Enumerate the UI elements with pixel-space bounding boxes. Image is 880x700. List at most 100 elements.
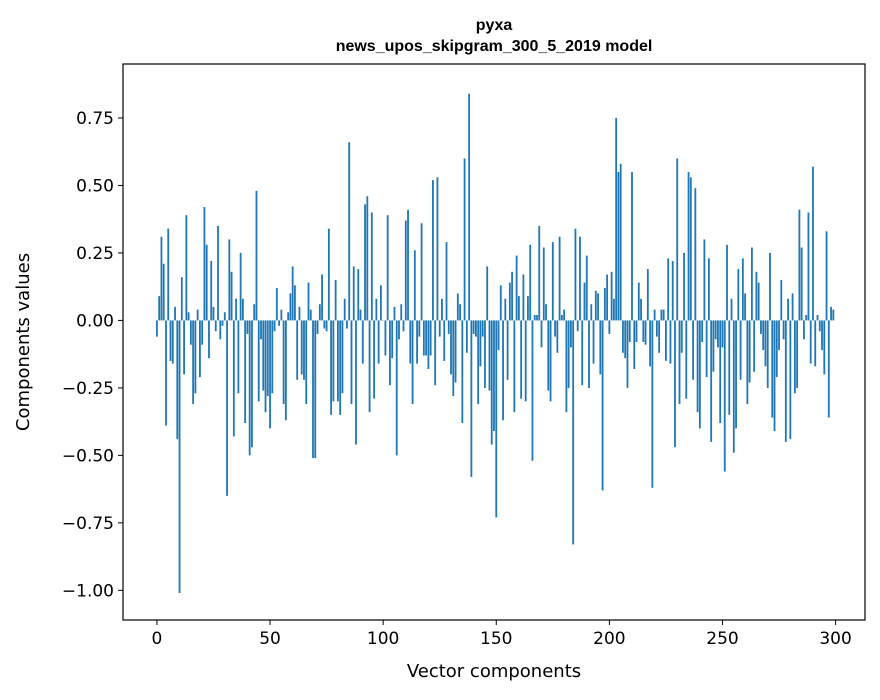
bar-60	[292, 266, 294, 320]
bar-257	[737, 269, 739, 320]
bar-144	[482, 320, 484, 336]
bar-263	[751, 248, 753, 321]
bar-44	[256, 191, 258, 321]
bar-70	[314, 320, 316, 458]
bar-281	[792, 293, 794, 320]
bar-240	[699, 320, 701, 428]
bar-2	[161, 237, 163, 321]
bar-33	[231, 272, 233, 321]
bar-128	[446, 242, 448, 320]
bar-89	[357, 269, 359, 320]
bar-120	[427, 320, 429, 369]
bar-220	[654, 310, 656, 321]
bar-163	[525, 320, 527, 401]
bar-69	[312, 320, 314, 458]
bar-246	[713, 320, 715, 371]
bar-124	[437, 177, 439, 320]
bar-74	[323, 320, 325, 328]
bar-215	[642, 320, 644, 342]
bar-264	[753, 320, 755, 371]
bar-116	[418, 320, 420, 336]
bar-203	[615, 118, 617, 320]
bar-17	[194, 320, 196, 393]
bar-279	[787, 299, 789, 321]
bar-299	[832, 310, 834, 321]
y-tick-label: −0.25	[62, 379, 114, 399]
bar-276	[780, 280, 782, 320]
bar-227	[670, 320, 672, 363]
bar-259	[742, 258, 744, 320]
bar-11	[181, 277, 183, 320]
bar-140	[473, 320, 475, 334]
bar-132	[455, 320, 457, 382]
bar-282	[794, 320, 796, 393]
bar-82	[342, 320, 344, 393]
bar-59	[290, 293, 292, 320]
bar-202	[613, 299, 615, 321]
bar-119	[425, 320, 427, 355]
bar-133	[457, 293, 459, 320]
bar-258	[740, 320, 742, 379]
bar-36	[237, 320, 239, 393]
bar-13	[185, 215, 187, 320]
bar-152	[500, 285, 502, 320]
bar-58	[287, 312, 289, 320]
bar-16	[192, 320, 194, 404]
bar-71	[317, 320, 319, 334]
bar-7	[172, 320, 174, 363]
bar-177	[556, 320, 558, 352]
bar-286	[803, 320, 805, 339]
bar-87	[353, 266, 355, 320]
bar-209	[629, 320, 631, 342]
bar-297	[828, 320, 830, 417]
bar-181	[565, 320, 567, 412]
bar-248	[717, 320, 719, 347]
bar-250	[722, 320, 724, 347]
bar-192	[590, 304, 592, 320]
bar-169	[538, 226, 540, 320]
y-tick-label: −1.00	[62, 581, 114, 601]
bar-130	[450, 320, 452, 374]
bar-40	[247, 320, 249, 334]
bar-253	[728, 320, 730, 414]
bar-12	[183, 320, 185, 374]
bar-217	[647, 269, 649, 320]
bar-247	[715, 320, 717, 339]
bar-221	[656, 320, 658, 336]
bar-205	[620, 164, 622, 321]
bar-104	[391, 320, 393, 358]
bar-234	[685, 320, 687, 398]
bar-231	[679, 320, 681, 404]
bar-244	[708, 258, 710, 320]
bar-200	[608, 320, 610, 334]
bar-186	[577, 320, 579, 331]
bar-46	[260, 320, 262, 339]
bar-135	[461, 320, 463, 423]
bar-6	[170, 320, 172, 360]
bar-88	[355, 320, 357, 444]
bar-18	[197, 310, 199, 321]
bar-275	[778, 320, 780, 350]
bar-123	[434, 320, 436, 385]
bar-194	[595, 291, 597, 321]
bar-183	[570, 320, 572, 347]
bar-21	[204, 207, 206, 320]
bar-291	[814, 320, 816, 366]
bar-25	[213, 307, 215, 321]
bar-270	[767, 320, 769, 387]
bar-110	[405, 221, 407, 321]
bar-32	[228, 239, 230, 320]
bar-99	[380, 285, 382, 320]
bar-195	[597, 293, 599, 320]
bar-129	[448, 320, 450, 334]
bar-86	[351, 320, 353, 404]
y-tick-label: −0.75	[62, 514, 114, 534]
bar-161	[520, 320, 522, 398]
bar-76	[328, 229, 330, 321]
bar-62	[296, 320, 298, 379]
bar-113	[412, 320, 414, 404]
bar-295	[823, 320, 825, 374]
bar-94	[369, 320, 371, 412]
bar-158	[513, 320, 515, 412]
